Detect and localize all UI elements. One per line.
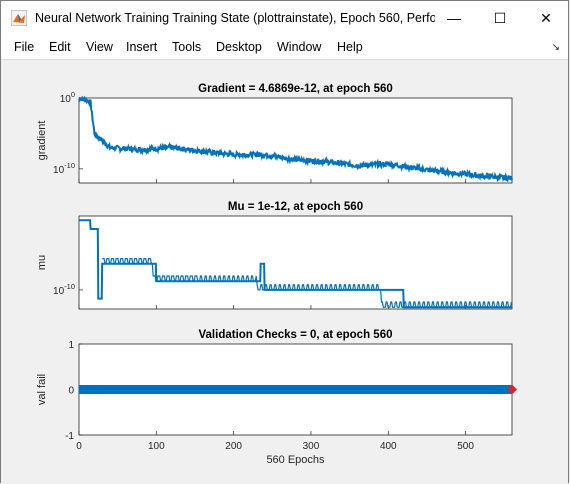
menu-bar: File Edit View Insert Tools Desktop Wind… (1, 35, 568, 60)
x-tick-label: 500 (457, 441, 474, 452)
y-axis-label-2: mu (36, 255, 48, 270)
x-tick-label: 0 (76, 441, 82, 452)
minimize-button[interactable]: — (447, 10, 461, 26)
plot-title-1: Gradient = 4.6869e-12, at epoch 560 (198, 83, 393, 95)
menu-desktop[interactable]: Desktop (216, 40, 262, 54)
menu-help[interactable]: Help (337, 40, 363, 54)
window-title: Neural Network Training Training State (… (35, 11, 435, 25)
menu-window[interactable]: Window (277, 40, 322, 54)
dock-arrow-icon[interactable]: ↘ (551, 42, 560, 53)
menu-view[interactable]: View (86, 40, 113, 54)
y-tick-label: 0 (68, 386, 74, 397)
final-epoch-marker (507, 384, 517, 395)
figure-canvas: Gradient = 4.6869e-12, at epoch 560 gradi… (1, 60, 568, 484)
y-tick-label: 10-10 (53, 161, 75, 176)
series-oscillation-2 (102, 258, 512, 308)
title-bar: Neural Network Training Training State (… (1, 1, 568, 35)
axes-box-2 (78, 215, 513, 310)
menu-tools[interactable]: Tools (172, 40, 202, 54)
maximize-button[interactable]: ☐ (493, 9, 507, 26)
close-button[interactable]: ✕ (540, 9, 552, 26)
plot-title-3: Validation Checks = 0, at epoch 560 (199, 329, 393, 341)
x-tick-label: 400 (380, 441, 397, 452)
y-axis-label-1: gradient (36, 121, 48, 161)
y-tick-label: 10-10 (53, 282, 75, 297)
menu-file[interactable]: File (14, 40, 35, 54)
matlab-icon (11, 10, 27, 26)
x-tick-label: 200 (225, 441, 242, 452)
y-tick-label: 100 (60, 90, 75, 105)
plot-title-2: Mu = 1e-12, at epoch 560 (228, 201, 363, 213)
axes-box-1 (78, 97, 513, 184)
menu-insert[interactable]: Insert (126, 40, 158, 54)
menu-edit[interactable]: Edit (49, 40, 71, 54)
y-tick-label: 1 (68, 340, 74, 351)
series-line-1 (78, 95, 513, 183)
x-tick-label: 300 (303, 441, 320, 452)
x-tick-label: 100 (148, 441, 165, 452)
x-axis-label: 560 Epochs (266, 454, 325, 466)
y-axis-label-3: val fail (36, 374, 48, 405)
training-state-plots: Gradient = 4.6869e-12, at epoch 560 gradi… (36, 83, 517, 466)
y-tick-label: -1 (65, 431, 74, 442)
